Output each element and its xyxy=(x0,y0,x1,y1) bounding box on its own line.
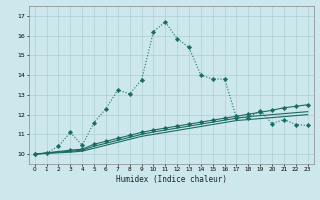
X-axis label: Humidex (Indice chaleur): Humidex (Indice chaleur) xyxy=(116,175,227,184)
